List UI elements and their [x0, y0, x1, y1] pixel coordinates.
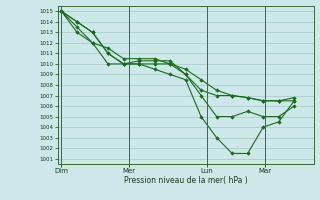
- X-axis label: Pression niveau de la mer( hPa ): Pression niveau de la mer( hPa ): [124, 176, 247, 185]
